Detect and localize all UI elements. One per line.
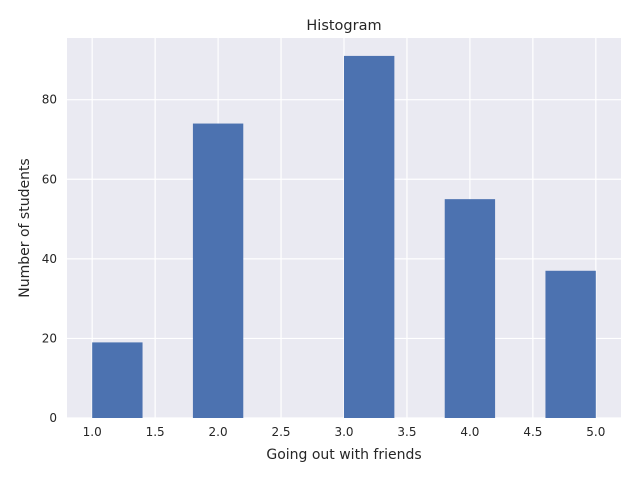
x-tick-label: 3.0 xyxy=(334,425,353,439)
y-tick-label: 40 xyxy=(42,252,57,266)
chart-title: Histogram xyxy=(306,18,381,34)
histogram-bar xyxy=(545,270,596,418)
histogram-bar xyxy=(92,342,143,418)
y-tick-label: 20 xyxy=(42,331,57,345)
bars xyxy=(92,55,596,418)
x-tick-label: 3.5 xyxy=(397,425,416,439)
y-tick-label: 60 xyxy=(42,172,57,186)
x-tick-label: 4.5 xyxy=(523,425,542,439)
histogram-bar xyxy=(344,55,395,418)
histogram-bar xyxy=(444,199,496,418)
x-tick-label: 4.0 xyxy=(460,425,479,439)
x-axis-label: Going out with friends xyxy=(266,447,421,463)
x-tick-label: 1.5 xyxy=(146,425,165,439)
x-tick-label: 2.5 xyxy=(271,425,290,439)
x-tick-label: 2.0 xyxy=(209,425,228,439)
x-tick-label: 5.0 xyxy=(586,425,605,439)
y-tick-label: 0 xyxy=(49,411,57,425)
y-tick-label: 80 xyxy=(42,93,57,107)
x-tick-label: 1.0 xyxy=(83,425,102,439)
y-axis-label: Number of students xyxy=(17,158,33,297)
x-tick-labels: 1.0 1.5 2.0 2.5 3.0 3.5 4.0 4.5 5.0 xyxy=(83,425,606,439)
histogram-bar xyxy=(192,123,244,418)
y-tick-labels: 0 20 40 60 80 xyxy=(42,93,57,425)
